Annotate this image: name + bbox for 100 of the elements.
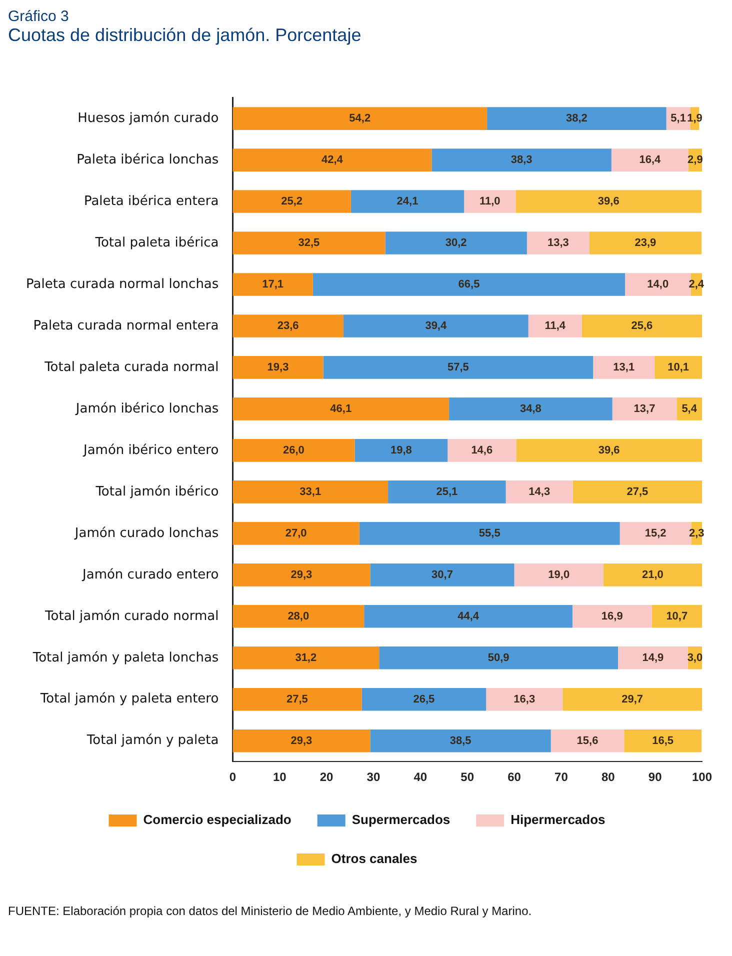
data-label: 50,9 (488, 652, 510, 664)
bar (232, 273, 313, 296)
data-label: 16,3 (514, 693, 536, 706)
data-label: 13,7 (634, 402, 656, 415)
y-tick-label: Total paleta ibérica (94, 235, 219, 250)
data-label: 26,5 (413, 693, 435, 706)
data-label: 39,6 (598, 444, 620, 456)
data-label: 39,6 (598, 196, 620, 208)
y-tick-label: Huesos jamón curado (78, 110, 219, 126)
data-label: 57,5 (447, 362, 469, 374)
x-tick-label: 100 (692, 770, 712, 784)
data-label: 16,4 (639, 154, 662, 166)
bar (582, 314, 702, 338)
data-label: 16,9 (601, 610, 623, 622)
y-tick-label: Jamón ibérico entero (82, 442, 219, 458)
data-label: 19,3 (267, 362, 289, 374)
data-label: 26,0 (282, 444, 304, 456)
bar (654, 356, 702, 379)
data-label: 23,9 (634, 237, 656, 250)
data-label: 42,4 (321, 154, 344, 166)
data-label: 14,6 (471, 444, 493, 456)
bar (572, 604, 652, 628)
data-label: 27,5 (626, 486, 648, 498)
data-label: 10,1 (668, 362, 690, 374)
bar (232, 190, 351, 213)
bar (572, 480, 702, 504)
bar (350, 190, 464, 213)
data-label: 11,4 (544, 320, 566, 332)
x-tick-label: 40 (414, 770, 428, 784)
data-label: 14,9 (642, 652, 664, 664)
data-label: 13,1 (613, 362, 635, 374)
bar (232, 480, 388, 504)
data-label: 34,8 (520, 402, 542, 415)
bar (232, 729, 370, 752)
legend-label: Comercio especializado (143, 812, 292, 828)
data-label: 23,6 (277, 320, 299, 332)
bar (370, 563, 514, 586)
x-tick-label: 10 (272, 770, 287, 784)
bar (370, 729, 551, 752)
data-label: 5,4 (682, 402, 698, 415)
bar (359, 522, 620, 545)
y-tick-label: Paleta ibérica entera (84, 194, 219, 209)
data-label: 19,8 (390, 444, 412, 456)
source-note: FUENTE: Elaboración propia con datos del Ministerio de Medio Ambiente, y Medio Rural y Marino. (8, 904, 533, 918)
data-label: 16,5 (652, 734, 674, 747)
bar (562, 688, 702, 711)
chart-subtitle: Cuotas de distribución de jamón. Porcentaje (8, 25, 362, 46)
bar (528, 314, 582, 338)
bar (652, 604, 702, 628)
data-label: 29,3 (290, 568, 312, 581)
bar (354, 439, 448, 462)
data-label: 30,2 (445, 237, 467, 250)
bar (232, 604, 364, 628)
bar (612, 398, 677, 420)
bar (550, 729, 624, 752)
bar (506, 480, 573, 504)
y-tick-label: Total jamón y paleta lonchas (32, 650, 219, 666)
bar (364, 604, 572, 628)
bar (593, 356, 655, 379)
data-label: 29,3 (290, 734, 312, 747)
bar (232, 148, 432, 172)
data-label: 25,2 (281, 196, 303, 208)
data-label: 14,3 (528, 486, 550, 498)
data-label: 25,6 (631, 320, 653, 332)
bar (618, 646, 688, 670)
y-tick-label: Total jamón y paleta entero (39, 692, 219, 707)
bar (487, 107, 666, 130)
bar (232, 232, 386, 254)
bar (516, 439, 702, 462)
data-label: 5,1 (670, 112, 686, 125)
text: Gráfico 3 (8, 8, 70, 25)
y-tick-label: Total jamón curado normal (44, 608, 219, 624)
x-tick-label: 60 (508, 770, 522, 784)
bar (625, 273, 691, 296)
data-label: 10,7 (666, 610, 688, 622)
data-label: 38,3 (510, 154, 532, 166)
x-tick-label: 70 (554, 770, 568, 784)
bar (388, 480, 506, 504)
data-label: 19,0 (548, 568, 570, 581)
bar (379, 646, 618, 670)
bar (362, 688, 486, 711)
data-label: 38,5 (450, 734, 472, 747)
data-label: 33,1 (300, 486, 322, 498)
legend-label: Otros canales (331, 851, 418, 866)
bar (232, 688, 362, 711)
bar (526, 232, 590, 254)
bar (432, 148, 612, 172)
data-label: 21,0 (642, 568, 664, 581)
bar (449, 398, 612, 420)
y-tick-label: Paleta curada normal entera (33, 318, 219, 334)
bar (514, 563, 604, 586)
x-tick-label: 0 (229, 770, 236, 784)
x-tick-label: 30 (366, 770, 380, 784)
data-label: 27,0 (285, 527, 307, 540)
x-tick-label: 90 (648, 770, 662, 784)
data-label: 29,7 (622, 693, 644, 706)
bar (343, 314, 528, 338)
bar (312, 273, 626, 296)
data-label: 55,5 (478, 527, 500, 540)
legend-label: Hipermercados (510, 812, 606, 828)
